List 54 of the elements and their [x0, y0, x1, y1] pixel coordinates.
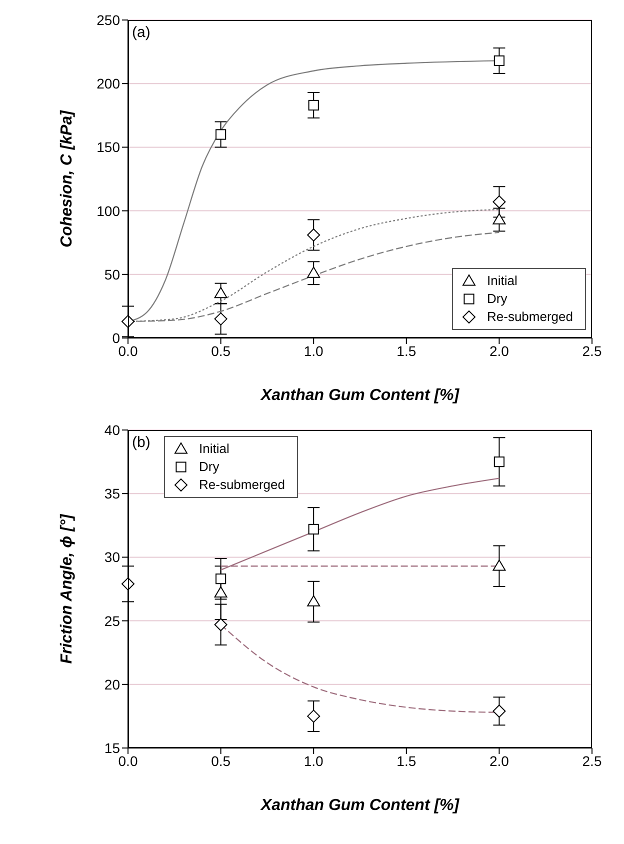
- x-tick-label: 1.0: [304, 342, 324, 359]
- x-tick-label: 2.5: [582, 342, 602, 359]
- y-axis-title: Cohesion, C [kPa]: [58, 110, 76, 248]
- legend-label: Initial: [487, 272, 518, 290]
- point: [216, 129, 226, 140]
- point: [214, 312, 228, 326]
- y-axis-title: Friction Angle, ϕ [°]: [58, 514, 76, 664]
- x-tick-label: 2.0: [489, 752, 510, 769]
- y-tick-label: 0: [112, 330, 120, 346]
- y-tick-label: 35: [104, 486, 120, 502]
- y-tick-label: 15: [104, 740, 120, 756]
- point: [492, 704, 506, 718]
- legend-label: Initial: [199, 440, 230, 458]
- point: [308, 100, 319, 111]
- y-tick-label: 20: [104, 676, 120, 692]
- point: [214, 286, 228, 298]
- y-tick-label: 200: [96, 76, 120, 92]
- x-tick-label: 1.5: [396, 342, 416, 359]
- point: [492, 213, 506, 224]
- x-axis-title: Xanthan Gum Content [%]: [260, 387, 460, 404]
- annotation: (a): [132, 24, 150, 41]
- x-tick-label: 0.5: [211, 752, 231, 769]
- point: [216, 574, 226, 584]
- point: [307, 595, 320, 606]
- legend-label: Re-submerged: [487, 308, 574, 326]
- point: [494, 55, 504, 66]
- x-tick-label: 1.0: [304, 752, 324, 769]
- point: [307, 710, 320, 723]
- legend-label: Dry: [199, 458, 220, 476]
- point: [307, 266, 320, 278]
- point: [492, 195, 506, 208]
- point: [214, 586, 228, 598]
- x-tick-label: 1.5: [396, 752, 416, 769]
- x-tick-label: 0.0: [118, 342, 138, 359]
- annotation: (b): [132, 434, 150, 451]
- point: [214, 618, 228, 632]
- y-tick-label: 250: [96, 12, 120, 28]
- point: [307, 228, 320, 242]
- y-tick-label: 150: [96, 139, 120, 156]
- legend-label: Dry: [487, 290, 508, 308]
- x-tick-label: 0.0: [118, 752, 138, 769]
- y-tick-label: 100: [96, 202, 120, 219]
- point: [308, 524, 319, 535]
- y-tick-label: 50: [104, 266, 120, 282]
- point: [492, 560, 506, 571]
- y-tick-label: 30: [104, 549, 120, 566]
- x-tick-label: 0.5: [211, 342, 231, 359]
- y-tick-label: 40: [104, 422, 120, 438]
- point: [494, 456, 504, 468]
- x-axis-title: Xanthan Gum Content [%]: [260, 797, 460, 814]
- legend-label: Re-submerged: [199, 476, 286, 494]
- x-tick-label: 2.5: [582, 752, 602, 769]
- x-tick-label: 2.0: [489, 342, 510, 359]
- y-tick-label: 25: [104, 612, 120, 629]
